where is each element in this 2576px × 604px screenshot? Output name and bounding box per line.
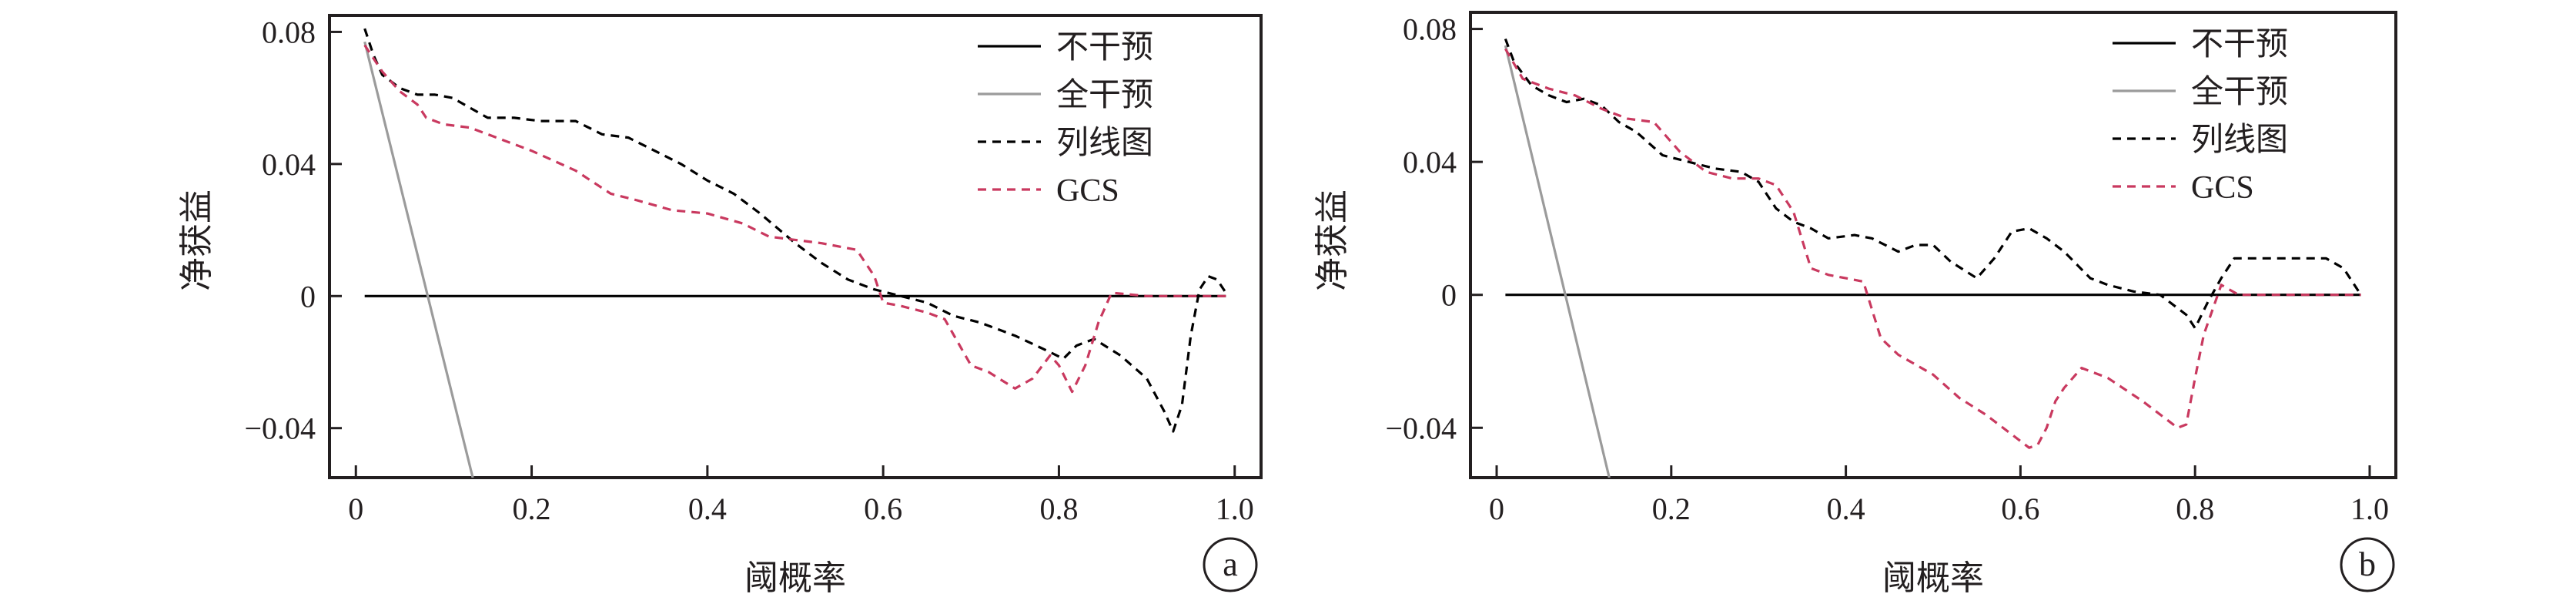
legend-label: GCS — [2191, 170, 2254, 206]
x-tick-label: 0.8 — [1039, 492, 1078, 526]
y-tick-label: 0.08 — [1403, 12, 1457, 47]
panel-badge-label: a — [1223, 545, 1238, 583]
y-tick-label: −0.04 — [1385, 411, 1457, 445]
series-line — [363, 44, 1226, 394]
plot-frame — [1469, 11, 2397, 479]
panel-badge — [2340, 537, 2395, 592]
legend-label: 列线图 — [1056, 126, 1153, 161]
plot-frame — [328, 14, 1263, 479]
series-line — [363, 28, 1227, 433]
x-axis-title: 阈概率 — [744, 559, 846, 597]
x-tick-label: 0.2 — [513, 492, 551, 526]
legend-label: 不干预 — [1056, 30, 1153, 65]
y-tick-label: 0.04 — [262, 147, 316, 182]
y-tick-label: 0 — [300, 279, 316, 314]
x-axis-title: 阈概率 — [1882, 559, 1984, 597]
legend-label: GCS — [1056, 173, 1119, 209]
legend-label: 列线图 — [2191, 122, 2288, 158]
y-tick-label: 0 — [1441, 278, 1457, 313]
x-tick-label: 0.4 — [1827, 492, 1865, 526]
y-tick-label: 0.08 — [262, 15, 316, 49]
legend-label: 不干预 — [2191, 27, 2288, 62]
panel-badge — [1203, 537, 1258, 592]
series-line — [1504, 45, 1611, 478]
series-line — [1504, 38, 2362, 330]
x-tick-label: 0.8 — [2176, 492, 2214, 526]
x-tick-label: 0.6 — [864, 492, 902, 526]
x-tick-label: 0 — [1489, 492, 1504, 526]
panel-badge-label: b — [2359, 545, 2376, 583]
y-tick-label: −0.04 — [244, 411, 316, 446]
y-axis-title: 净获益 — [1313, 190, 1351, 291]
series-line — [363, 41, 474, 478]
x-tick-label: 0.6 — [2001, 492, 2039, 526]
x-tick-label: 0 — [348, 492, 363, 526]
y-tick-label: 0.04 — [1403, 145, 1457, 180]
series-line — [1504, 48, 2361, 449]
legend-label: 全干预 — [2191, 74, 2288, 110]
y-axis-title: 净获益 — [178, 190, 216, 291]
x-tick-label: 1.0 — [2350, 492, 2389, 526]
plot-area — [1504, 38, 2362, 478]
x-tick-label: 0.4 — [688, 492, 727, 526]
legend-label: 全干预 — [1056, 77, 1153, 113]
plot-area — [363, 28, 1227, 478]
x-tick-label: 0.2 — [1652, 492, 1691, 526]
x-tick-label: 1.0 — [1216, 492, 1254, 526]
